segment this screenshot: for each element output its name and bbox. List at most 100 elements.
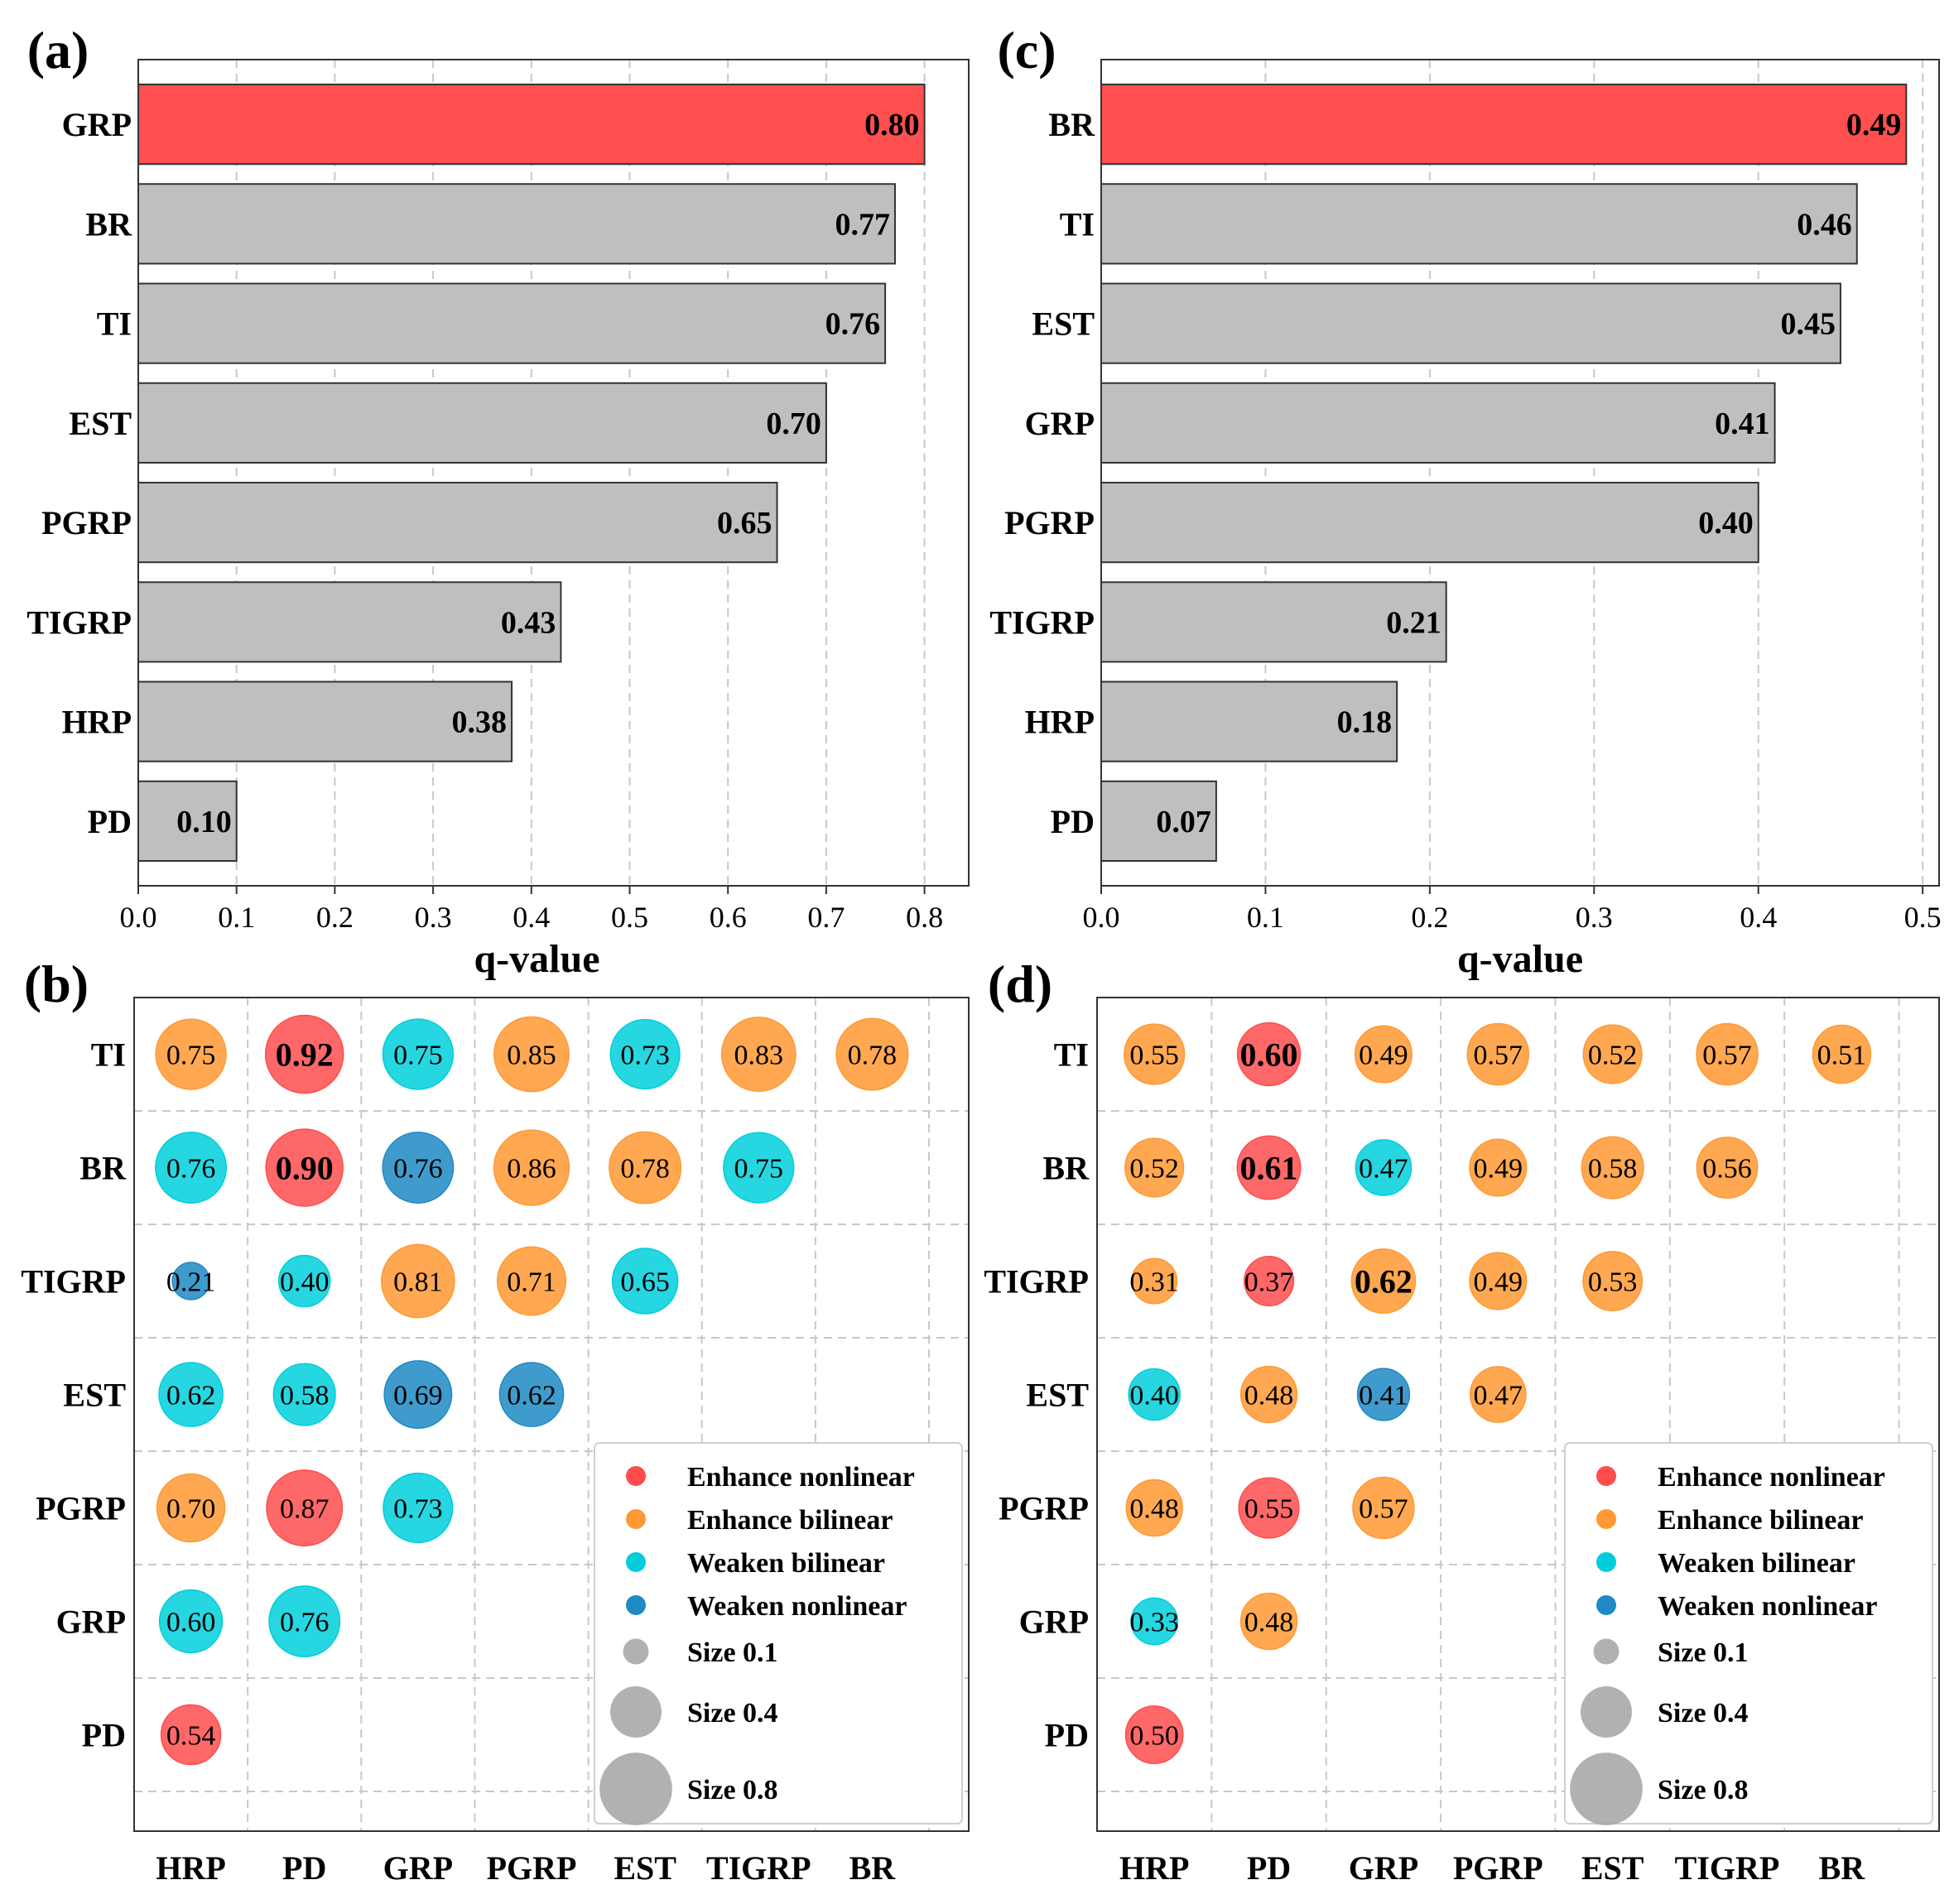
bubble-tigrp-pd: [1243, 1255, 1295, 1307]
legend-marker-weaken-bilinear: [626, 1552, 646, 1572]
bubble-value-label: 0.48: [1244, 1608, 1294, 1638]
bubble-ti-pgrp: [1466, 1022, 1530, 1086]
y-tick-label: PD: [88, 803, 132, 840]
bubble-br-pgrp: [1469, 1138, 1528, 1197]
bubble-value-label: 0.92: [276, 1036, 334, 1074]
bubble-grp-pd: [268, 1585, 341, 1658]
bubble-value-label: 0.87: [280, 1494, 330, 1525]
bar-value-label: 0.07: [1156, 805, 1211, 839]
bar-est: [137, 382, 827, 464]
bar-value-label: 0.80: [864, 108, 920, 142]
bubble-value-label: 0.52: [1588, 1041, 1638, 1071]
x-tick-label: HRP: [1119, 1849, 1189, 1887]
x-tick-label: PGRP: [1453, 1849, 1543, 1887]
legend-marker-enhance-nonlinear: [626, 1466, 646, 1486]
y-tick-label: TI: [1060, 205, 1095, 243]
x-tick-label: HRP: [156, 1849, 225, 1887]
bubble-est-hrp: [158, 1362, 224, 1427]
x-tick-label: GRP: [1349, 1849, 1418, 1887]
bubble-pgrp-pd: [266, 1469, 344, 1546]
legend: Enhance nonlinear Enhance bilinear Weaken …: [1564, 1442, 1933, 1825]
x-tick-label: 0.3: [1576, 901, 1613, 934]
y-tick-label: EST: [1026, 1377, 1089, 1414]
x-axis-title: q-value: [474, 937, 599, 981]
bubble-br-pd: [1236, 1135, 1302, 1200]
bubble-value-label: 0.60: [166, 1608, 216, 1638]
y-tick-label: EST: [1032, 305, 1095, 343]
bubble-value-label: 0.47: [1359, 1154, 1408, 1185]
bubble-value-label: 0.49: [1359, 1041, 1408, 1071]
bubble-value-label: 0.71: [507, 1267, 556, 1298]
legend-size-label: Size 0.4: [1658, 1698, 1749, 1729]
legend-size-marker: [1593, 1638, 1620, 1665]
x-axis-title: q-value: [1457, 937, 1583, 981]
bar-grp: [137, 84, 926, 166]
bubble-value-label: 0.73: [620, 1041, 670, 1071]
x-tick-label: EST: [614, 1849, 676, 1887]
bubble-value-label: 0.58: [280, 1381, 330, 1411]
legend-size-label: Size 0.8: [687, 1775, 778, 1805]
x-tick-label: PD: [282, 1849, 326, 1887]
bubble-br-est: [1581, 1136, 1644, 1200]
legend-size-label: Size 0.4: [687, 1698, 778, 1729]
x-tick-label: BR: [1819, 1849, 1866, 1887]
x-tick-label: PGRP: [487, 1849, 577, 1887]
x-tick-label: GRP: [383, 1849, 453, 1887]
y-tick-label: TI: [97, 305, 132, 343]
panel-label: (d): [988, 954, 1052, 1013]
bubble-grp-hrp: [158, 1589, 224, 1654]
bar-value-label: 0.41: [1715, 406, 1770, 441]
bubble-value-label: 0.40: [280, 1267, 330, 1298]
bubble-panel-d: (d) 0.55 0.60 0.49 0.57 0.52 0.57 0.51 0.52 0.61 0…: [984, 954, 1940, 1887]
bubble-pgrp-grp: [383, 1472, 454, 1544]
bubble-tigrp-pd: [277, 1254, 331, 1308]
plot-frame: [1100, 59, 1940, 887]
y-tick-label: GRP: [1025, 405, 1095, 442]
bubble-br-pd: [265, 1128, 344, 1207]
bubble-panel-b: (b) 0.75 0.92 0.75 0.85 0.73 0.83 0.78 0.76 0.90 0…: [21, 954, 970, 1887]
legend-frame: [594, 1442, 963, 1825]
y-tick-label: BR: [1042, 1150, 1090, 1187]
legend-size-marker: [1581, 1686, 1632, 1738]
bar-panel-a: (a) 0.80 GRP 0.77 BR 0.76 TI 0.70 EST 0.65 PGRP 0.4…: [26, 21, 970, 981]
y-tick-label: TI: [1054, 1036, 1089, 1074]
bar-est: [1100, 282, 1841, 364]
panel-label: (b): [24, 954, 89, 1013]
legend-marker-weaken-nonlinear: [626, 1595, 646, 1615]
bubble-ti-br: [835, 1017, 909, 1091]
x-tick-label: 0.4: [1740, 901, 1777, 934]
bubble-br-tigrp: [1696, 1137, 1759, 1199]
bubble-value-label: 0.62: [1355, 1263, 1413, 1301]
bubble-tigrp-hrp: [1131, 1257, 1178, 1305]
bubble-value-label: 0.52: [1129, 1154, 1179, 1185]
bubble-value-label: 0.31: [1129, 1267, 1179, 1298]
bubble-value-label: 0.33: [1129, 1608, 1179, 1638]
bubble-value-label: 0.21: [166, 1267, 216, 1298]
bar-panel-c: (c) 0.49 BR 0.46 TI 0.45 EST 0.41 GRP 0.40 PGRP 0.2…: [989, 21, 1941, 981]
bubble-value-label: 0.76: [393, 1154, 443, 1185]
y-tick-label: TIGRP: [989, 603, 1095, 641]
bar-hrp: [1100, 680, 1398, 762]
legend-label: Weaken bilinear: [1658, 1548, 1855, 1579]
legend-frame: [1564, 1442, 1933, 1825]
x-tick-label: 0.1: [218, 901, 255, 934]
bubble-pgrp-hrp: [1125, 1478, 1183, 1537]
bubble-value-label: 0.47: [1474, 1381, 1523, 1411]
bubble-value-label: 0.40: [1129, 1381, 1179, 1411]
bar-pd: [1100, 780, 1217, 862]
bubble-br-tigrp: [723, 1132, 795, 1204]
bar-value-label: 0.77: [835, 207, 890, 242]
bubble-value-label: 0.83: [734, 1041, 784, 1071]
bar-value-label: 0.10: [176, 805, 232, 839]
y-tick-label: TIGRP: [26, 603, 132, 641]
bar-value-label: 0.21: [1386, 605, 1441, 640]
bubble-est-pd: [272, 1363, 336, 1426]
bar-value-label: 0.76: [825, 307, 881, 342]
bubble-value-label: 0.50: [1129, 1721, 1179, 1752]
bubble-value-label: 0.49: [1474, 1154, 1523, 1185]
bar-tigrp: [137, 581, 562, 663]
bubble-ti-est: [609, 1018, 681, 1090]
bubble-value-label: 0.62: [166, 1381, 216, 1411]
y-tick-label: PGRP: [36, 1490, 126, 1527]
